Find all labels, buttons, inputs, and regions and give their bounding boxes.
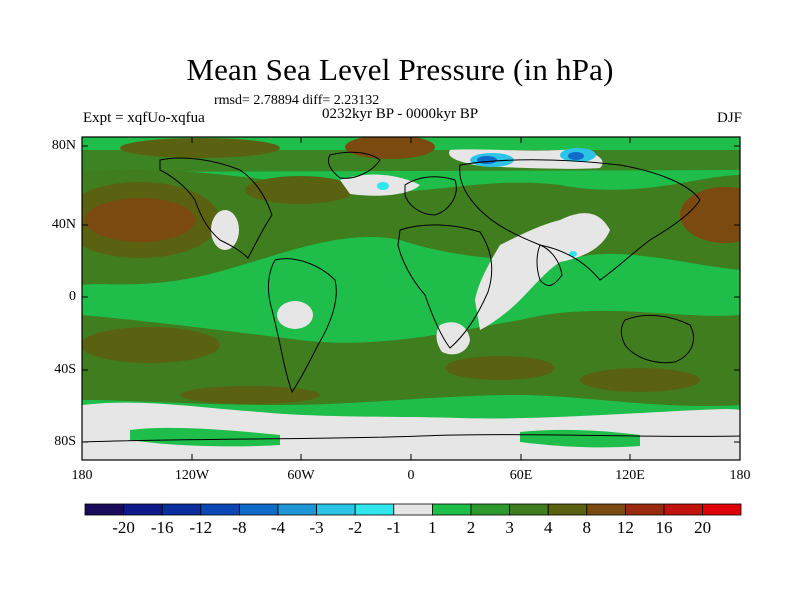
colorbar-box-8 bbox=[354, 503, 395, 516]
lon-label-60e: 60E bbox=[509, 468, 533, 483]
colorbar-label: 20 bbox=[694, 518, 712, 537]
lat-label-80n: 80N bbox=[51, 138, 76, 153]
colorbar-box-9 bbox=[393, 503, 433, 516]
colorbar-label: -1 bbox=[386, 518, 401, 537]
colorbar-box-15 bbox=[625, 503, 665, 516]
lat-label-0: 0 bbox=[69, 289, 76, 304]
colorbar-label: 8 bbox=[582, 518, 592, 537]
colorbar-box-1 bbox=[84, 503, 124, 516]
lat-label-40n: 40N bbox=[51, 217, 76, 232]
colorbar-box-5 bbox=[238, 503, 279, 516]
stats-text: rmsd= 2.78894 diff= 2.23132 bbox=[214, 93, 380, 108]
colorbar-label: -8 bbox=[232, 518, 247, 537]
axis-ticks bbox=[82, 137, 740, 460]
chart-title: Mean Sea Level Pressure (in hPa) bbox=[186, 52, 614, 87]
colorbar-label: -4 bbox=[270, 518, 286, 537]
colorbar-box-6 bbox=[277, 503, 317, 516]
colorbar-label: -16 bbox=[150, 518, 174, 537]
season-label: DJF bbox=[716, 110, 742, 126]
colorbar bbox=[84, 503, 742, 516]
colorbar-box-16 bbox=[663, 503, 703, 516]
experiment-label: Expt = xqfUo-xqfua bbox=[83, 110, 205, 126]
lon-label-120w: 120W bbox=[174, 468, 210, 483]
lat-label-80s: 80S bbox=[54, 434, 76, 449]
pressure-field bbox=[82, 137, 740, 460]
colorbar-label: 1 bbox=[428, 518, 437, 537]
colorbar-box-4 bbox=[200, 503, 240, 516]
period-label: 0232kyr BP - 0000kyr BP bbox=[322, 106, 479, 122]
colorbar-label: -20 bbox=[112, 518, 135, 537]
lon-label-180e: 180 bbox=[729, 468, 751, 483]
colorbar-box-10 bbox=[431, 503, 472, 516]
colorbar-box-14 bbox=[586, 503, 626, 516]
lon-label-60w: 60W bbox=[287, 468, 315, 483]
lon-label-0: 0 bbox=[407, 468, 415, 483]
colorbar-label: 4 bbox=[543, 518, 553, 537]
colorbar-box-17 bbox=[702, 503, 742, 516]
coastlines bbox=[82, 151, 740, 443]
colorbar-box-7 bbox=[316, 503, 356, 516]
colorbar-label: -12 bbox=[189, 518, 213, 537]
colorbar-label: -3 bbox=[309, 518, 324, 537]
colorbar-label: 12 bbox=[616, 518, 634, 537]
colorbar-box-13 bbox=[547, 503, 588, 516]
colorbar-label: 2 bbox=[466, 518, 476, 537]
colorbar-box-2 bbox=[123, 503, 163, 516]
lat-label-40s: 40S bbox=[54, 362, 76, 377]
colorbar-box-11 bbox=[470, 503, 510, 516]
colorbar-label: 16 bbox=[655, 518, 673, 537]
colorbar-box-12 bbox=[509, 503, 549, 516]
lon-label-180w: 180 bbox=[71, 468, 93, 483]
colorbar-label: -2 bbox=[348, 518, 363, 537]
lon-label-120e: 120E bbox=[615, 468, 645, 483]
colorbar-box-3 bbox=[161, 503, 202, 516]
colorbar-label: 3 bbox=[505, 518, 514, 537]
